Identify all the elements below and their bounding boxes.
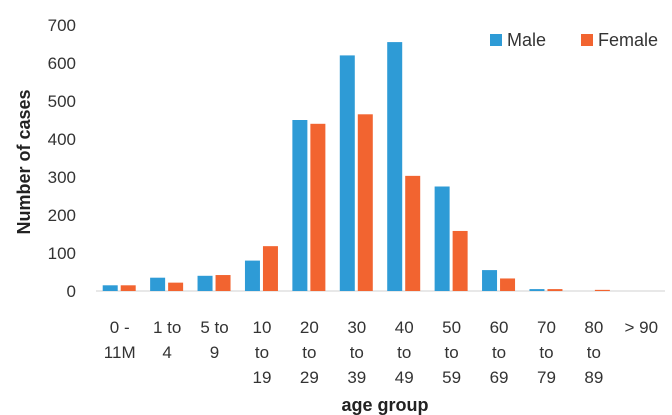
x-tick-label: 80 to 89: [584, 318, 603, 387]
y-tick-label: 400: [48, 130, 76, 149]
y-axis-title: Number of cases: [14, 89, 34, 234]
bar-male: [150, 277, 166, 291]
bar-male: [197, 275, 213, 291]
bar-female: [452, 230, 468, 291]
x-tick-label: 10 to 19: [252, 318, 271, 387]
x-tick-label: > 90: [625, 318, 659, 337]
legend-swatch-female: [581, 34, 593, 46]
y-tick-label: 700: [48, 16, 76, 35]
x-tick-label: 5 to 9: [200, 318, 228, 362]
bar-female: [168, 282, 184, 291]
x-tick-label: 50 to 59: [442, 318, 461, 387]
legend-swatch-male: [490, 34, 502, 46]
y-tick-label: 100: [48, 244, 76, 263]
legend-label-male: Male: [507, 30, 546, 50]
y-tick-label: 500: [48, 92, 76, 111]
y-tick-label: 0: [67, 282, 76, 301]
bar-male: [244, 260, 260, 291]
bar-male: [482, 270, 498, 291]
legend: Male Female: [490, 30, 658, 50]
bar-male: [529, 289, 545, 291]
x-axis-title: age group: [341, 395, 428, 415]
bar-male: [102, 285, 118, 291]
x-tick-label: 1 to 4: [153, 318, 181, 362]
bar-male: [292, 120, 308, 291]
x-axis-category-labels: 0 -11M 1 to 4 5 to 9 10 to 19 20 to 29 30 to 39 40 to 49…: [104, 318, 658, 387]
bars: [102, 42, 610, 292]
bar-female: [262, 246, 278, 291]
bar-female: [500, 278, 516, 291]
bar-female: [215, 275, 231, 291]
bar-female: [405, 175, 421, 291]
x-tick-label: 0 -11M: [104, 318, 136, 362]
y-tick-label: 200: [48, 206, 76, 225]
x-tick-label: 60 to 69: [490, 318, 509, 387]
y-axis-ticks: 0 100 200 300 400 500 600 700: [48, 16, 76, 301]
bar-male: [387, 42, 403, 291]
bar-male: [434, 186, 450, 291]
bar-female: [357, 114, 373, 291]
bar-female: [310, 123, 326, 291]
x-tick-label: 20 to 29: [300, 318, 319, 387]
bar-female: [547, 289, 563, 291]
y-tick-label: 300: [48, 168, 76, 187]
bar-female: [594, 289, 610, 291]
x-tick-label: 70 to 79: [537, 318, 556, 387]
x-tick-label: 30 to 39: [347, 318, 366, 387]
bar-female: [120, 285, 136, 291]
x-tick-label: 40 to 49: [395, 318, 414, 387]
y-tick-label: 600: [48, 54, 76, 73]
legend-label-female: Female: [598, 30, 658, 50]
bar-male: [339, 55, 355, 292]
